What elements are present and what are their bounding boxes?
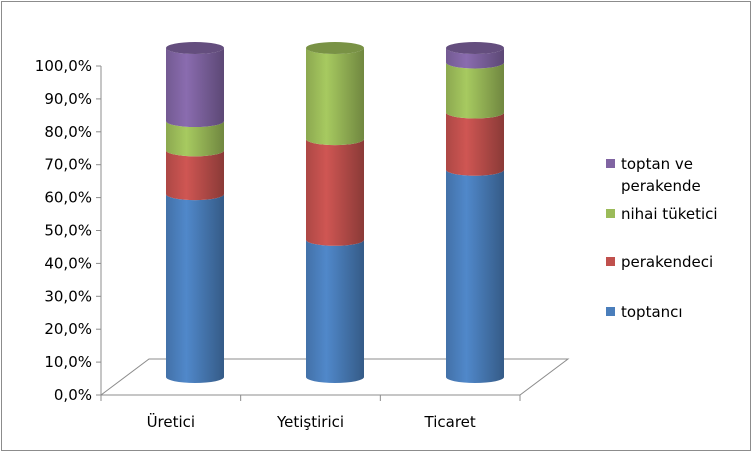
legend-label: nihai tüketici <box>621 205 718 223</box>
y-tick-label: 20,0% <box>44 320 92 338</box>
legend-entry: nihai tüketici <box>606 205 718 223</box>
y-tick-label: 60,0% <box>44 189 92 207</box>
bar-segment <box>446 169 504 383</box>
legend-entry: perakendeci <box>606 253 713 271</box>
y-tick-label: 0,0% <box>54 386 92 404</box>
bar-segment <box>306 239 364 383</box>
bar-segment <box>166 48 224 128</box>
y-tick-label: 70,0% <box>44 156 92 174</box>
bar-segment <box>446 62 504 119</box>
y-tick-label: 90,0% <box>44 90 92 108</box>
bar-segment <box>166 150 224 201</box>
bar-top-cap <box>446 42 504 54</box>
bar-top-cap <box>166 42 224 54</box>
legend-label: perakende <box>621 177 701 195</box>
bar-segment <box>446 48 504 69</box>
bar-stack <box>306 42 364 383</box>
legend-entry: toptan ve perakende <box>606 155 701 195</box>
x-tick-label: Ticaret <box>424 413 476 431</box>
y-tick-label: 100,0% <box>35 57 92 75</box>
legend-swatch <box>606 307 615 316</box>
bar-stack <box>166 42 224 383</box>
bar-segment <box>166 121 224 157</box>
x-tick-label: Üretici <box>147 412 196 431</box>
legend-swatch <box>606 209 615 218</box>
x-tick-label: Yetiştirici <box>276 413 344 431</box>
legend-swatch <box>606 159 615 168</box>
legend-swatch <box>606 257 615 266</box>
bar-segment <box>306 139 364 246</box>
bar-top-cap <box>306 42 364 54</box>
x-axis: Üretici Yetiştirici Ticaret <box>100 394 521 431</box>
legend-entry: toptancı <box>606 303 683 321</box>
bar-stack <box>446 42 504 383</box>
y-tick-label: 30,0% <box>44 287 92 305</box>
y-tick-label: 10,0% <box>44 353 92 371</box>
legend-label: perakendeci <box>621 253 713 271</box>
legend: toptan ve perakende nihai tüketici perakend… <box>606 155 718 321</box>
y-tick-label: 50,0% <box>44 222 92 240</box>
y-tick-label: 80,0% <box>44 123 92 141</box>
bar-segment <box>446 112 504 176</box>
legend-label: toptan ve <box>621 155 693 173</box>
y-axis: 0,0% 10,0% 20,0% 30,0% 40,0% 50,0% 60,0% 70,0% 8… <box>35 57 102 404</box>
bars <box>166 42 504 383</box>
bar-segment <box>166 194 224 383</box>
legend-label: toptancı <box>621 303 683 321</box>
y-tick-label: 40,0% <box>44 254 92 272</box>
bar-segment <box>306 48 364 146</box>
